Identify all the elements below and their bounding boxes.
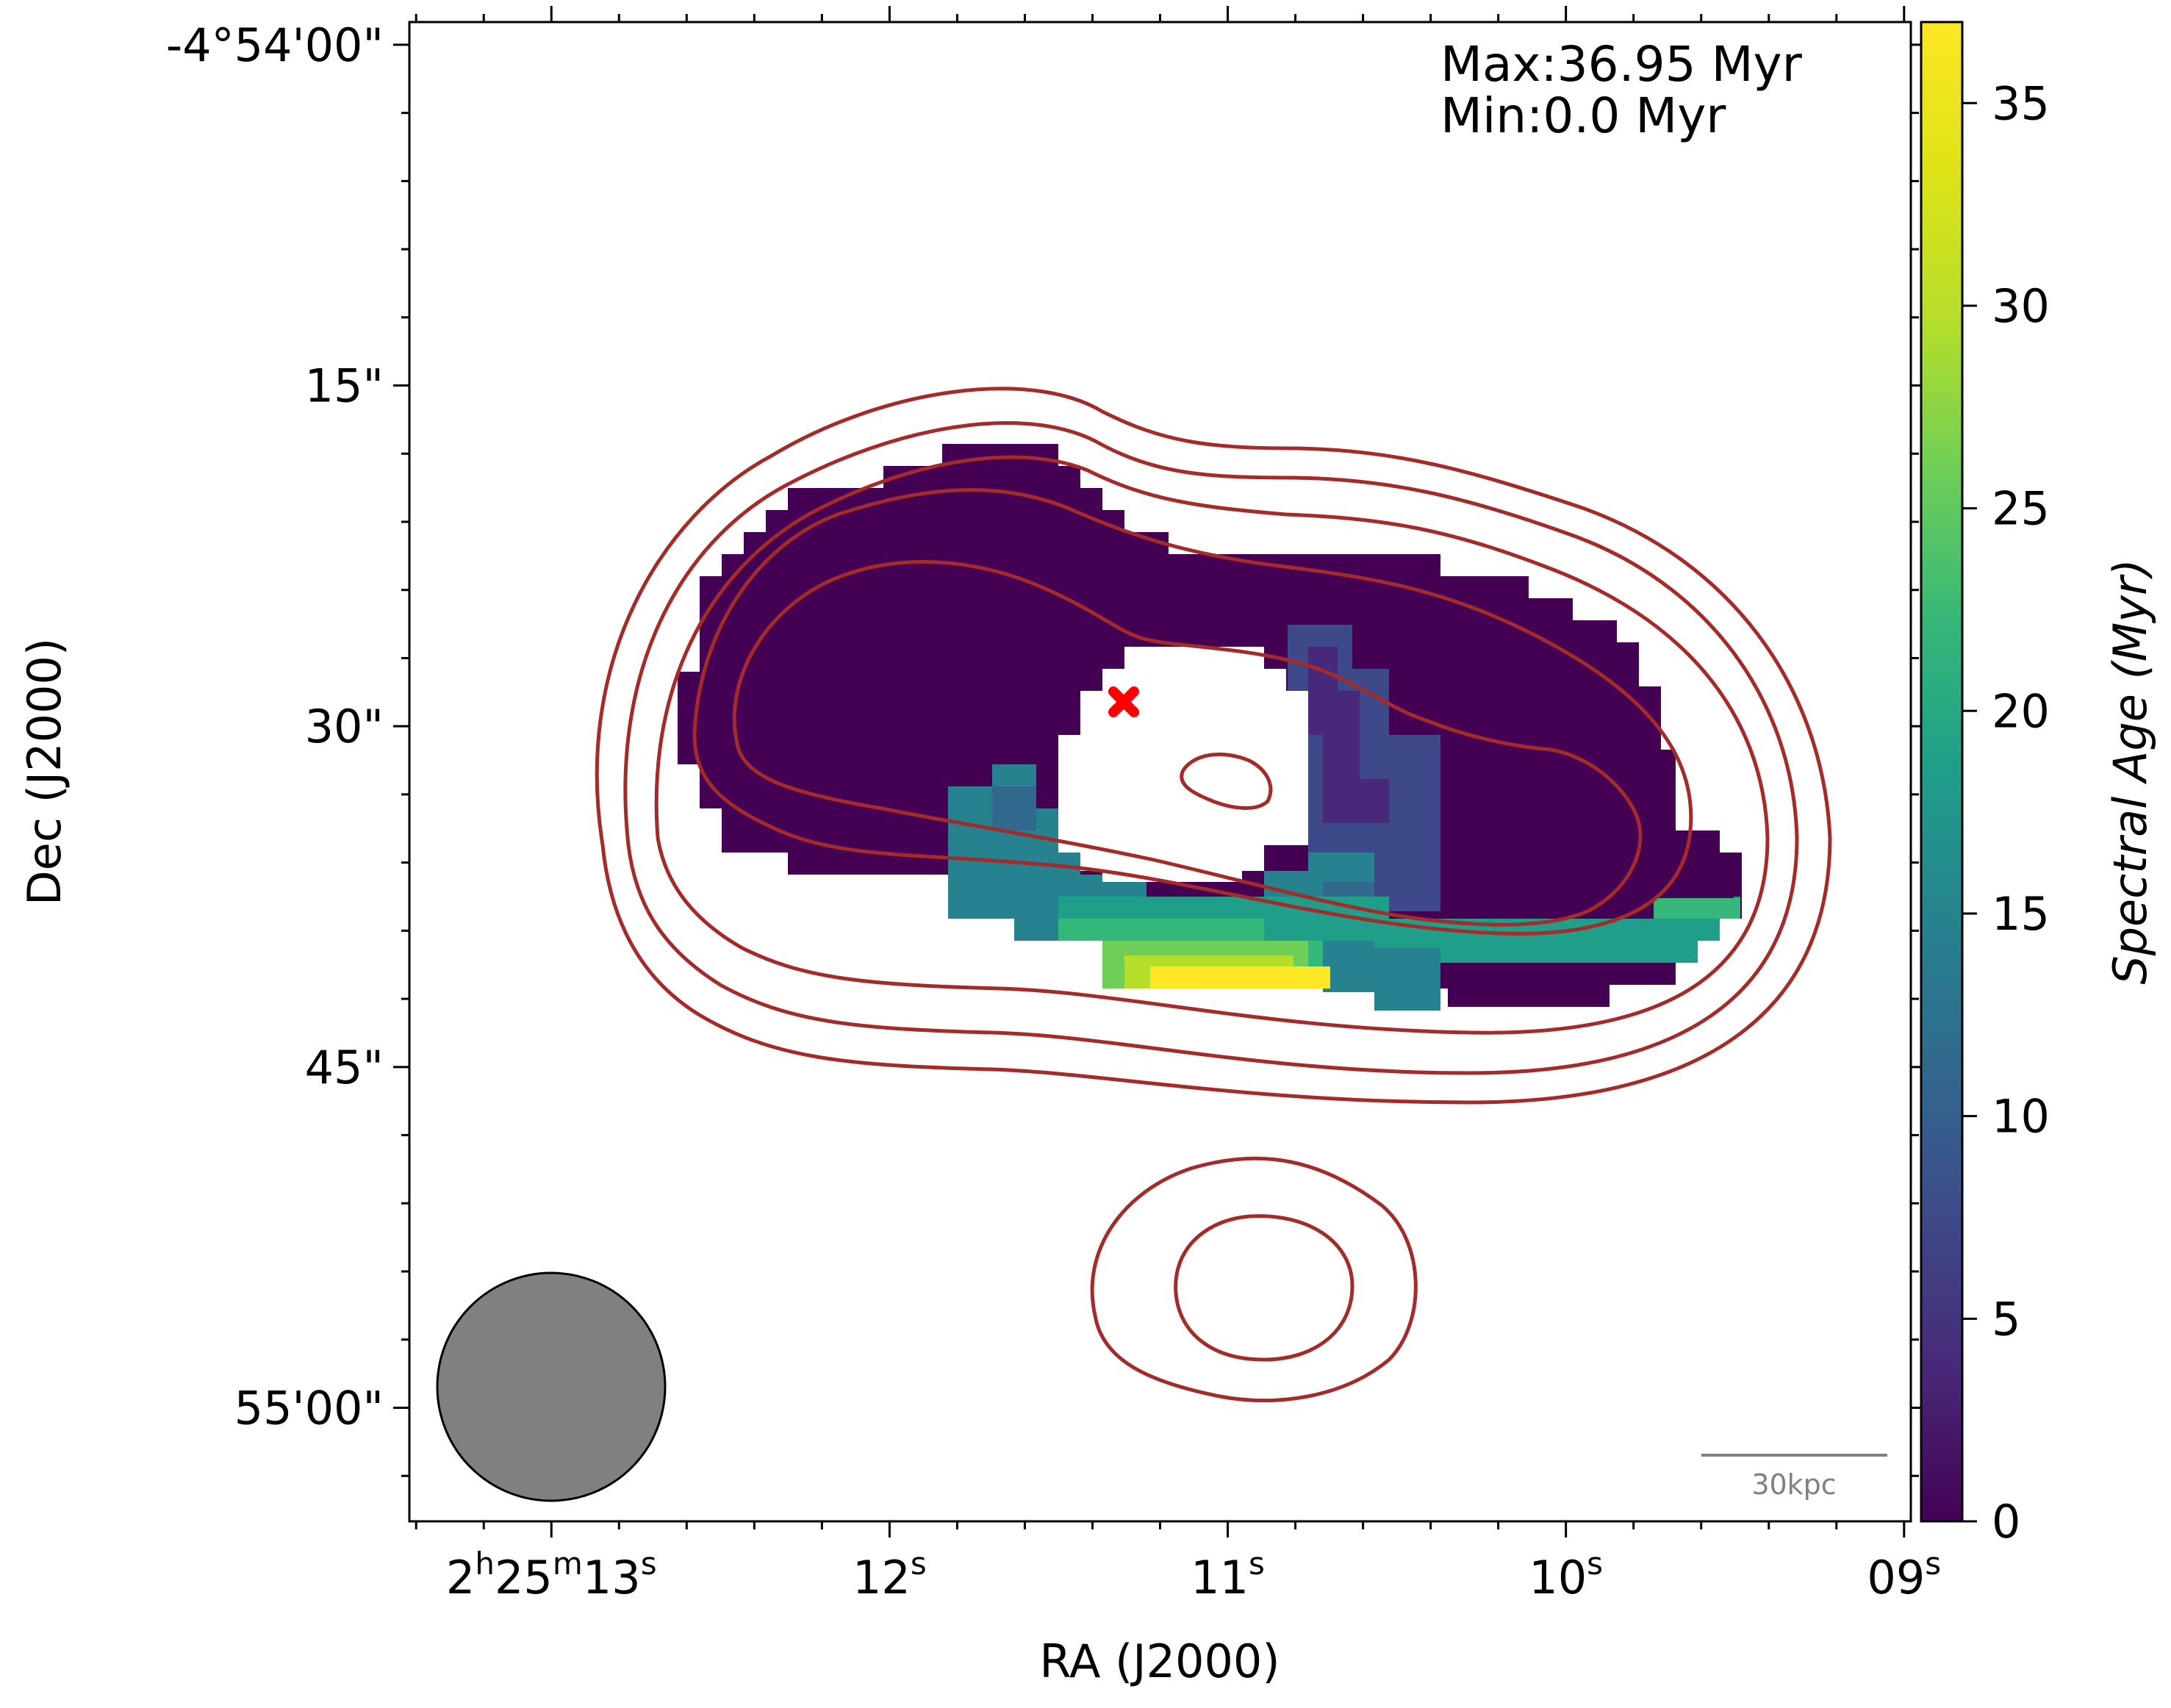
blue-stripe-light bbox=[1308, 647, 1389, 823]
tail-yellow-region bbox=[1150, 966, 1330, 988]
colorbar-tick-label: 5 bbox=[1992, 1292, 2020, 1346]
y-tick-label: 55'00" bbox=[234, 1381, 384, 1435]
contour-south-outer bbox=[1090, 1156, 1418, 1403]
contour-level-5 bbox=[732, 560, 1643, 927]
host-marker bbox=[1108, 686, 1139, 717]
x-tick-label: 11s​ bbox=[1191, 1546, 1265, 1604]
colorbar: 0 5 10 15 20 25 30 35 Spectral Age (Myr) bbox=[1920, 21, 2157, 1549]
colorbar-tick-label: 30 bbox=[1992, 279, 2050, 333]
colorbar-tick-label: 35 bbox=[1992, 76, 2050, 130]
colorbar-gradient bbox=[1920, 21, 1964, 1523]
contour-level-1 bbox=[595, 387, 1832, 1105]
min-age-annotation: Min:0.0 Myr bbox=[1440, 87, 1726, 144]
y-tick-label: 15" bbox=[305, 359, 384, 413]
y-tick-label: 30" bbox=[305, 700, 384, 753]
y-axis-label: Dec (J2000) bbox=[18, 638, 71, 905]
radio-contours bbox=[595, 387, 1832, 1403]
x-axis-ticks: 2h​25m​13s​ 12s​ 11s​ 10s​ 09s​ bbox=[415, 6, 1941, 1604]
x-tick-label: 10s​ bbox=[1529, 1546, 1603, 1604]
y-axis-ticks: -4°54'00" 15" 30" 45" 55'00" bbox=[166, 18, 1927, 1477]
max-age-annotation: Max:36.95 Myr bbox=[1440, 36, 1803, 93]
contour-core bbox=[1180, 752, 1273, 810]
x-axis-label: RA (J2000) bbox=[1039, 1635, 1280, 1688]
plot-area: 30kpc Max:36.95 Myr Min:0.0 Myr bbox=[409, 22, 1911, 1521]
contour-south-inner bbox=[1174, 1214, 1354, 1362]
colorbar-tick-label: 15 bbox=[1992, 887, 2050, 941]
contour-level-2 bbox=[623, 421, 1799, 1075]
tail-green-region bbox=[1058, 897, 1740, 963]
colorbar-tick-label: 0 bbox=[1992, 1495, 2020, 1549]
contour-level-3 bbox=[654, 455, 1770, 1035]
colorbar-ticks: 0 5 10 15 20 25 30 35 bbox=[1962, 76, 2050, 1549]
contour-level-4 bbox=[692, 488, 1693, 936]
x-tick-label: 12s​ bbox=[853, 1546, 927, 1604]
x-tick-label: 09s​ bbox=[1867, 1546, 1941, 1604]
x-tick-label: 2h​25m​13s​ bbox=[446, 1546, 657, 1604]
colorbar-tick-label: 25 bbox=[1992, 482, 2050, 536]
y-tick-label: -4°54'00" bbox=[166, 18, 384, 72]
scale-bar-label: 30kpc bbox=[1751, 1468, 1836, 1501]
y-tick-label: 45" bbox=[305, 1041, 384, 1094]
colorbar-label: Spectral Age (Myr) bbox=[2103, 559, 2157, 984]
age-map-pixels bbox=[678, 444, 1742, 1011]
beam-ellipse bbox=[436, 1271, 667, 1502]
colorbar-tick-label: 20 bbox=[1992, 684, 2050, 738]
colorbar-tick-label: 10 bbox=[1992, 1090, 2050, 1144]
